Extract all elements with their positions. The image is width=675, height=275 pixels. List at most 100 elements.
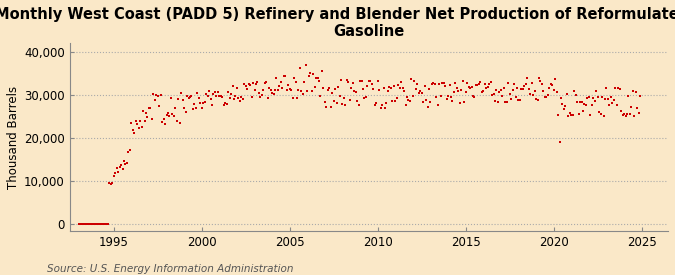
Point	[205, 97, 216, 101]
Point	[128, 128, 138, 133]
Point	[397, 86, 408, 90]
Point	[534, 76, 545, 80]
Point	[633, 111, 644, 115]
Point	[438, 81, 449, 85]
Point	[173, 97, 184, 101]
Point	[358, 87, 369, 91]
Point	[443, 94, 454, 98]
Point	[413, 91, 424, 95]
Point	[145, 105, 156, 110]
Point	[306, 89, 317, 94]
Point	[539, 94, 550, 99]
Point	[200, 92, 211, 97]
Point	[274, 84, 285, 88]
Point	[259, 80, 270, 85]
Point	[299, 80, 310, 85]
Point	[348, 81, 358, 86]
Point	[142, 115, 153, 119]
Point	[220, 101, 231, 105]
Point	[113, 170, 124, 174]
Point	[246, 95, 257, 100]
Point	[101, 222, 112, 226]
Point	[570, 93, 581, 98]
Point	[78, 222, 88, 226]
Point	[532, 98, 543, 102]
Point	[337, 102, 348, 106]
Point	[450, 81, 461, 85]
Point	[333, 85, 344, 89]
Point	[428, 81, 439, 86]
Point	[588, 95, 599, 100]
Point	[608, 98, 619, 102]
Point	[202, 94, 213, 98]
Point	[119, 159, 130, 163]
Point	[566, 113, 576, 117]
Point	[415, 88, 426, 93]
Point	[484, 82, 495, 87]
Point	[616, 109, 626, 113]
Point	[504, 92, 515, 96]
Point	[495, 87, 506, 92]
Point	[139, 119, 150, 123]
Point	[491, 87, 502, 92]
Point	[211, 94, 222, 98]
Point	[553, 113, 564, 117]
Point	[328, 99, 339, 103]
Point	[439, 83, 450, 88]
Point	[209, 90, 220, 95]
Point	[108, 174, 119, 178]
Point	[319, 100, 330, 104]
Point	[129, 130, 140, 135]
Point	[431, 95, 441, 99]
Point	[599, 97, 610, 101]
Point	[628, 89, 639, 93]
Point	[99, 222, 110, 226]
Point	[335, 78, 346, 82]
Point	[573, 111, 584, 116]
Point	[225, 92, 236, 97]
Point	[393, 83, 404, 88]
Point	[86, 222, 97, 226]
Point	[227, 84, 238, 89]
Point	[459, 100, 470, 104]
Point	[98, 222, 109, 226]
Point	[514, 98, 525, 103]
Point	[217, 95, 227, 100]
Point	[583, 95, 594, 100]
Point	[170, 106, 181, 110]
Point	[427, 81, 437, 86]
Point	[385, 86, 396, 90]
Point	[452, 86, 462, 91]
Point	[183, 95, 194, 100]
Point	[482, 84, 493, 89]
Point	[284, 87, 295, 91]
Point	[258, 88, 269, 93]
Point	[180, 109, 191, 114]
Point	[592, 95, 603, 99]
Point	[255, 95, 266, 99]
Point	[157, 120, 167, 125]
Point	[418, 100, 429, 104]
Point	[245, 83, 256, 88]
Point	[468, 94, 479, 98]
Point	[223, 90, 234, 95]
Point	[538, 89, 549, 93]
Point	[232, 86, 242, 90]
Point	[424, 86, 435, 91]
Point	[519, 84, 530, 89]
Point	[569, 89, 580, 93]
Point	[404, 98, 415, 103]
Point	[545, 81, 556, 86]
Point	[334, 94, 345, 98]
Point	[239, 82, 250, 86]
Point	[198, 101, 209, 105]
Point	[254, 91, 265, 95]
Point	[189, 101, 200, 106]
Point	[429, 82, 440, 86]
Point	[359, 95, 370, 100]
Point	[323, 88, 333, 92]
Point	[497, 94, 508, 98]
Point	[229, 97, 240, 101]
Point	[456, 88, 466, 93]
Point	[132, 122, 142, 126]
